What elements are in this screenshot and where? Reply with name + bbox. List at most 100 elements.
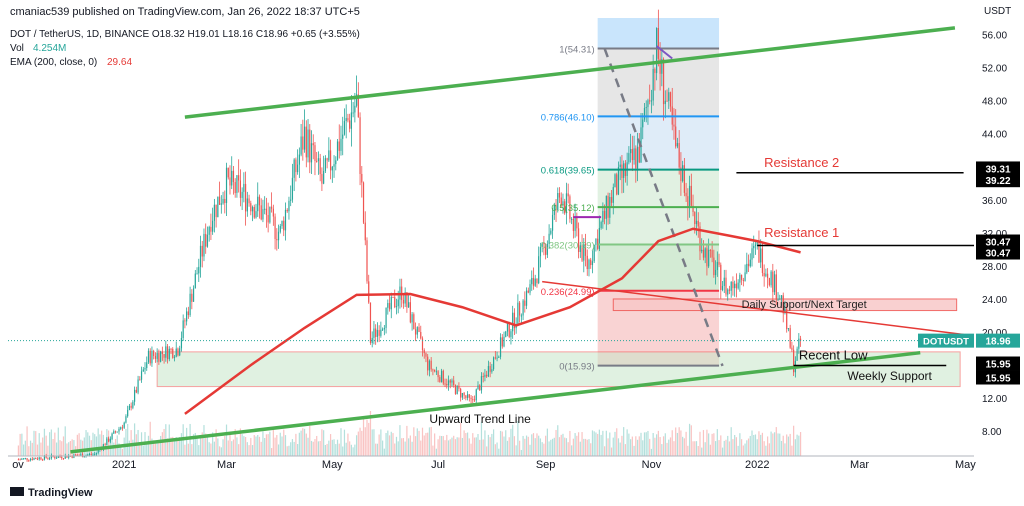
candle-body bbox=[194, 273, 196, 289]
candle-body bbox=[116, 431, 118, 433]
volume-bar bbox=[666, 442, 668, 456]
candle-body bbox=[688, 185, 691, 207]
candle-body bbox=[227, 167, 229, 178]
candle-body bbox=[312, 143, 314, 146]
candle-body bbox=[165, 346, 167, 358]
candle-body bbox=[125, 416, 127, 423]
volume-bar bbox=[87, 432, 89, 456]
volume-bar bbox=[539, 438, 542, 456]
candle-body bbox=[203, 233, 205, 257]
candle-body bbox=[550, 230, 552, 234]
volume-bar bbox=[746, 440, 748, 456]
volume-bar bbox=[647, 430, 649, 456]
volume-bar bbox=[277, 444, 280, 456]
candle-body bbox=[291, 177, 294, 200]
volume-bar bbox=[591, 430, 594, 456]
volume-bar bbox=[390, 431, 392, 456]
volume-bar bbox=[560, 434, 562, 456]
volume-bar bbox=[449, 439, 451, 456]
volume-bar bbox=[94, 434, 96, 456]
volume-bar bbox=[742, 445, 744, 456]
candle-body bbox=[796, 348, 798, 361]
candle-body bbox=[409, 302, 411, 323]
volume-bar bbox=[706, 429, 708, 456]
price-label-box bbox=[976, 234, 1020, 249]
volume-bar bbox=[166, 438, 169, 456]
candle-body bbox=[199, 245, 202, 267]
volume-bar bbox=[316, 435, 318, 456]
volume-bar bbox=[569, 430, 571, 456]
y-tick-label: 52.00 bbox=[982, 64, 1007, 75]
volume-bar bbox=[97, 428, 99, 456]
volume-bar bbox=[217, 438, 219, 456]
volume-bar bbox=[218, 446, 221, 456]
candle-body bbox=[319, 158, 321, 175]
volume-bar bbox=[784, 443, 786, 456]
volume-bar bbox=[284, 435, 287, 456]
volume-bar bbox=[238, 444, 240, 456]
candle-body bbox=[489, 366, 491, 372]
volume-bar bbox=[602, 430, 604, 456]
volume-bar bbox=[50, 429, 52, 456]
volume-bar bbox=[406, 425, 408, 456]
volume-bar bbox=[688, 423, 691, 456]
volume-bar bbox=[253, 435, 255, 456]
volume-bar bbox=[728, 441, 731, 456]
y-tick-label: 12.00 bbox=[982, 394, 1007, 405]
candle-body bbox=[656, 27, 658, 74]
volume-bar bbox=[617, 438, 620, 456]
candle-body bbox=[133, 389, 136, 402]
candle-body bbox=[198, 266, 200, 274]
candle-body bbox=[463, 392, 465, 396]
volume-bar bbox=[567, 442, 569, 456]
candle-body bbox=[440, 370, 443, 382]
candle-body bbox=[649, 100, 651, 102]
candle-body bbox=[336, 141, 339, 161]
volume-bar bbox=[255, 436, 257, 456]
candle-body bbox=[323, 170, 325, 184]
volume-bar bbox=[205, 433, 207, 456]
x-tick-label: ov bbox=[12, 459, 24, 471]
volume-bar bbox=[482, 439, 484, 456]
volume-bar bbox=[80, 439, 82, 456]
candle-body bbox=[638, 146, 640, 163]
volume-bar bbox=[434, 433, 436, 456]
volume-bar bbox=[52, 439, 54, 456]
volume-bar bbox=[793, 425, 795, 456]
fib-zone-0.618 bbox=[597, 116, 720, 170]
candle-body bbox=[799, 338, 802, 341]
volume-bar bbox=[605, 430, 607, 456]
candle-body bbox=[31, 458, 33, 460]
candle-body bbox=[780, 295, 783, 299]
volume-bar bbox=[472, 433, 474, 456]
volume-bar bbox=[139, 442, 141, 456]
candle-body bbox=[687, 196, 689, 207]
volume-bar bbox=[593, 431, 595, 456]
candle-body bbox=[196, 273, 198, 275]
candle-body bbox=[160, 351, 162, 362]
volume-bar bbox=[264, 437, 266, 456]
volume-bar bbox=[768, 443, 770, 456]
candle-body bbox=[314, 145, 316, 162]
volume-bar bbox=[657, 430, 659, 456]
candle-body bbox=[349, 120, 351, 129]
volume-bar bbox=[577, 432, 580, 456]
candle-body bbox=[328, 150, 330, 161]
candle-body bbox=[496, 357, 498, 359]
candle-body bbox=[283, 220, 285, 231]
candle-body bbox=[331, 166, 333, 171]
candle-body bbox=[697, 220, 699, 227]
volume-bar bbox=[276, 435, 278, 456]
candle-body bbox=[617, 166, 620, 195]
candle-body bbox=[61, 456, 63, 459]
volume-bar bbox=[151, 438, 153, 456]
candle-body bbox=[473, 399, 476, 401]
candle-body bbox=[702, 249, 705, 258]
candle-body bbox=[754, 244, 757, 247]
volume-bar bbox=[652, 433, 654, 456]
volume-bar bbox=[290, 442, 292, 456]
candle-body bbox=[465, 395, 467, 398]
candle-body bbox=[279, 226, 281, 232]
candle-body bbox=[501, 337, 503, 347]
